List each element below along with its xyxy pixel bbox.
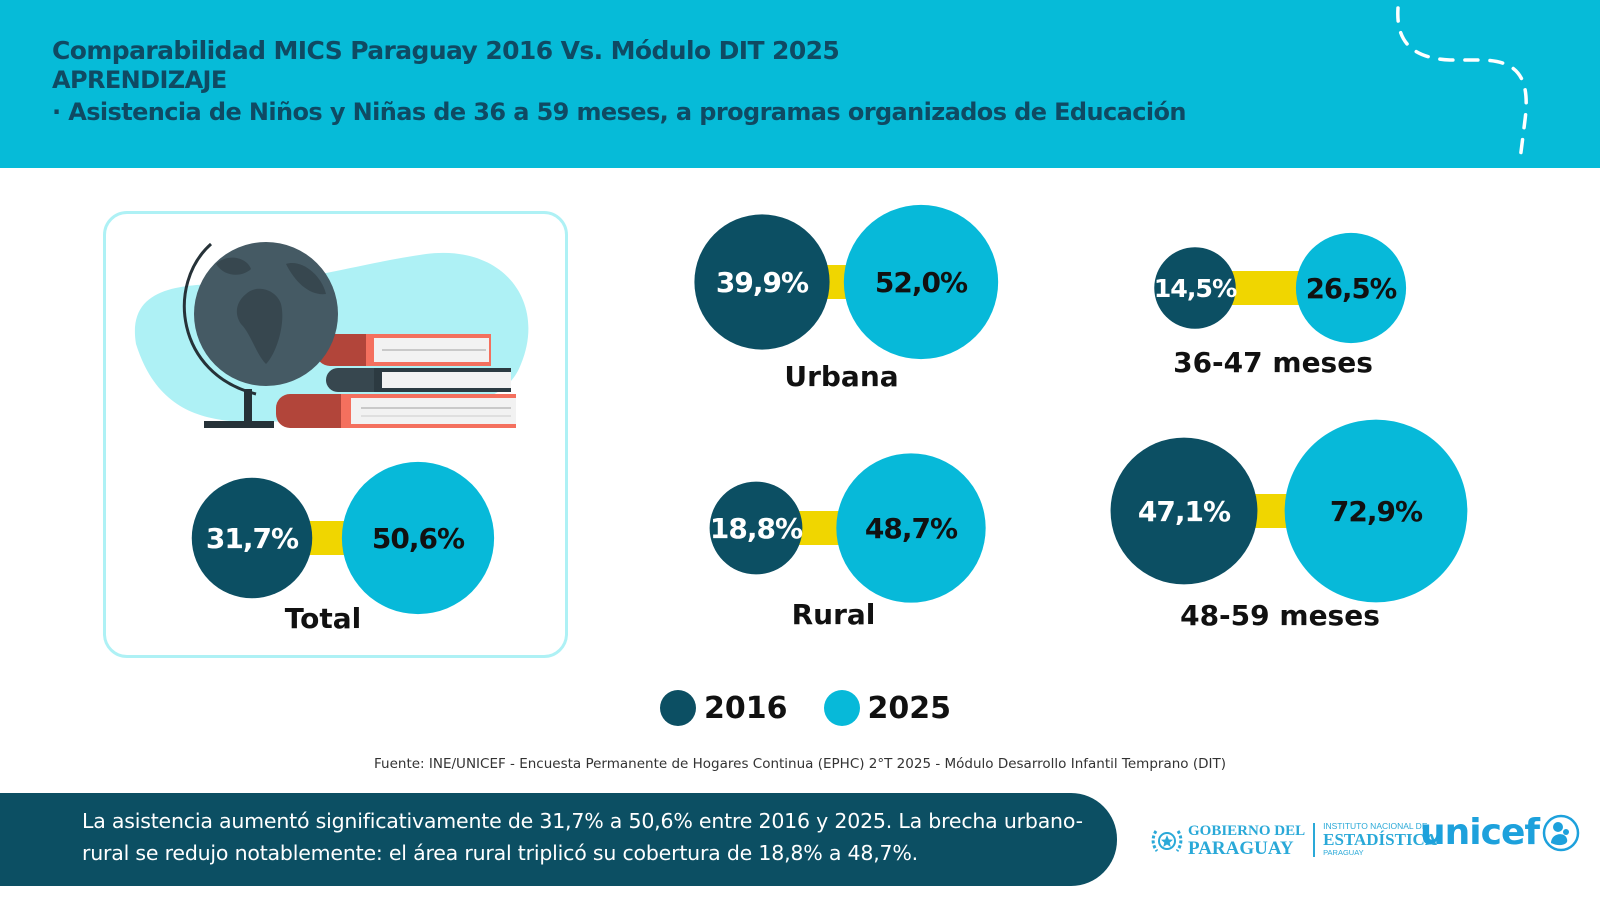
legend-swatch-2025 bbox=[823, 690, 860, 726]
unicef-logo: unicef bbox=[1420, 812, 1581, 853]
book-top bbox=[316, 334, 491, 366]
page-subtitle: · Asistencia de Niños y Niñas de 36 a 59… bbox=[52, 98, 1186, 126]
paraguay-seal-icon bbox=[1151, 829, 1183, 852]
group-label-total: Total bbox=[285, 602, 362, 635]
value-label-2025-36-47-meses: 26,5% bbox=[1306, 273, 1397, 305]
value-label-2025-total: 50,6% bbox=[372, 522, 465, 555]
value-label-2016-36-47-meses: 14,5% bbox=[1154, 274, 1237, 303]
legend-swatch-2016 bbox=[660, 690, 696, 726]
chart-legend: 2016 2025 bbox=[660, 690, 987, 726]
value-label-2016-48-59-meses: 47,1% bbox=[1138, 495, 1231, 528]
bubble-2025-48-59-meses bbox=[1284, 419, 1468, 603]
gob-line1: GOBIERNO DEL bbox=[1188, 822, 1306, 839]
logo-divider bbox=[1313, 822, 1316, 857]
value-label-2025-48-59-meses: 72,9% bbox=[1330, 495, 1423, 528]
bubble-2016-urbana bbox=[694, 214, 830, 350]
group-label-36-47-meses: 36-47 meses bbox=[1173, 346, 1373, 379]
dashed-curve-decoration bbox=[1396, 6, 1528, 162]
ine-logo: INSTITUTO NACIONAL DE ESTADÍSTICA PARAGU… bbox=[1323, 820, 1437, 859]
total-card bbox=[103, 211, 568, 658]
legend-item-2016: 2016 bbox=[660, 690, 788, 726]
globe bbox=[182, 242, 338, 428]
unicef-wordmark: unicef bbox=[1420, 812, 1540, 853]
ine-line3: PARAGUAY bbox=[1323, 848, 1364, 857]
globe-and-books-illustration bbox=[134, 242, 529, 428]
bubble-2016-total bbox=[191, 477, 313, 599]
bubble-2016-36-47-meses bbox=[1154, 247, 1236, 329]
section-title: APRENDIZAJE bbox=[52, 66, 227, 94]
unicef-emblem-icon bbox=[1542, 814, 1580, 851]
logos-footer: GOBIERNO DEL PARAGUAY INSTITUTO NACIONAL… bbox=[1150, 812, 1580, 872]
legend-label-2016: 2016 bbox=[704, 690, 788, 726]
source-note: Fuente: INE/UNICEF - Encuesta Permanente… bbox=[374, 756, 1226, 772]
book-middle bbox=[326, 368, 511, 392]
value-label-2016-urbana: 39,9% bbox=[716, 266, 809, 299]
value-label-2016-rural: 18,8% bbox=[710, 512, 803, 545]
value-label-2025-urbana: 52,0% bbox=[875, 266, 968, 299]
group-label-urbana: Urbana bbox=[784, 360, 898, 393]
legend-label-2025: 2025 bbox=[867, 690, 952, 726]
bubble-2016-48-59-meses bbox=[1110, 437, 1258, 585]
book-bottom bbox=[276, 394, 516, 428]
page-title: Comparabilidad MICS Paraguay 2016 Vs. Mó… bbox=[52, 36, 840, 65]
summary-banner: La asistencia aumentó significativamente… bbox=[0, 793, 1117, 886]
group-label-48-59-meses: 48-59 meses bbox=[1180, 599, 1380, 632]
legend-item-2025: 2025 bbox=[823, 690, 952, 726]
group-label-rural: Rural bbox=[792, 598, 876, 631]
bubble-2025-total bbox=[341, 461, 495, 615]
bubble-2025-urbana bbox=[843, 204, 999, 360]
gob-line2: PARAGUAY bbox=[1188, 837, 1294, 859]
bubble-2025-rural bbox=[836, 453, 986, 603]
gobierno-paraguay-logo: GOBIERNO DEL PARAGUAY INSTITUTO NACIONAL… bbox=[1150, 820, 1437, 859]
summary-text: La asistencia aumentó significativamente… bbox=[82, 809, 1083, 865]
header-banner: Comparabilidad MICS Paraguay 2016 Vs. Mó… bbox=[0, 0, 1600, 168]
bubble-2025-36-47-meses bbox=[1295, 232, 1407, 344]
ine-line2: ESTADÍSTICA bbox=[1323, 830, 1438, 849]
value-label-2016-total: 31,7% bbox=[206, 522, 299, 555]
ine-line1: INSTITUTO NACIONAL DE bbox=[1323, 821, 1428, 831]
bubble-2016-rural bbox=[709, 481, 803, 575]
value-label-2025-rural: 48,7% bbox=[865, 512, 958, 545]
